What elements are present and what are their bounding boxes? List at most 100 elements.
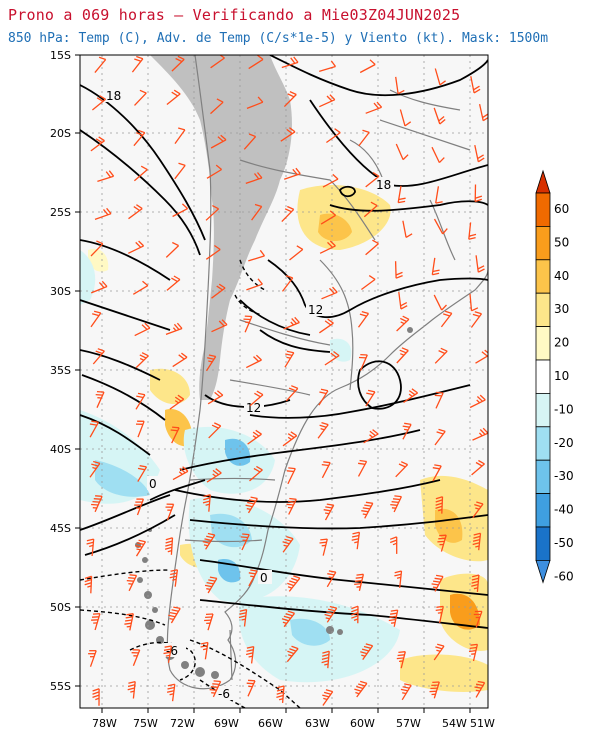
- wind-barb: [468, 643, 479, 662]
- lon-label-63w: 63W: [305, 717, 330, 730]
- contour-label-0-west: 0: [149, 477, 157, 491]
- contour-label-12-north: 12: [308, 303, 323, 317]
- wind-barb: [248, 569, 258, 587]
- wind-barb: [318, 388, 329, 406]
- map-subtitle: 850 hPa: Temp (C), Adv. de Temp (C/s*1e-…: [8, 31, 549, 46]
- wind-barb: [245, 172, 263, 185]
- wind-barb: [166, 89, 181, 106]
- wind-barb: [435, 186, 443, 204]
- wind-barb: [286, 467, 296, 485]
- wind-barb: [166, 275, 181, 291]
- wind-barb: [437, 534, 447, 552]
- wind-barb: [472, 427, 488, 441]
- wind-barb: [399, 109, 412, 127]
- wind-barb: [92, 348, 105, 365]
- wind-barb: [394, 261, 403, 279]
- wind-barb: [396, 347, 409, 364]
- wind-barb: [246, 278, 263, 291]
- wind-barb: [247, 429, 262, 445]
- lat-label-15s: 15S: [50, 49, 71, 62]
- wind-barb: [90, 310, 102, 328]
- wind-barb: [251, 203, 263, 221]
- wind-barb: [91, 495, 103, 513]
- wind-barb: [320, 210, 337, 225]
- wind-barb: [211, 283, 226, 299]
- wind-barb: [363, 429, 379, 444]
- lon-label-51w: 51W: [470, 717, 495, 730]
- wind-barb: [169, 569, 179, 587]
- wind-barb: [243, 133, 257, 150]
- colorbar-label: -40: [554, 503, 574, 517]
- wind-barb: [124, 613, 134, 631]
- wind-barb: [432, 464, 442, 482]
- wind-barb: [396, 651, 406, 669]
- wind-barb: [403, 388, 418, 403]
- wind-barb: [359, 59, 376, 74]
- wind-barb: [86, 538, 95, 557]
- wind-barb: [474, 184, 483, 203]
- wind-barb: [245, 645, 255, 664]
- wind-barb: [248, 55, 264, 70]
- wind-barb: [357, 310, 370, 328]
- wind-barb: [166, 683, 176, 702]
- wind-barb: [202, 532, 216, 550]
- wind-barb: [134, 89, 147, 106]
- wind-barb: [478, 103, 488, 122]
- wind-barb: [165, 503, 175, 521]
- wind-barb: [210, 98, 224, 115]
- wind-barb: [133, 129, 146, 147]
- wind-barb: [440, 310, 453, 328]
- wind-barb: [249, 390, 264, 407]
- wind-barb: [89, 420, 99, 438]
- wind-barb: [132, 280, 149, 295]
- wind-barb: [397, 185, 406, 204]
- lat-label-25s: 25S: [50, 206, 71, 219]
- wind-barb: [361, 501, 374, 519]
- contour-label-minus6-west: -6: [166, 644, 178, 658]
- wind-barb: [319, 240, 336, 254]
- wind-barb: [473, 610, 483, 628]
- colorbar-segment: [535, 326, 551, 361]
- contour-label-18-west: 18: [106, 89, 121, 103]
- lon-label-75w: 75W: [133, 717, 158, 730]
- wind-barb: [433, 107, 446, 125]
- wind-barb: [246, 354, 262, 369]
- colorbar-label: 60: [554, 202, 569, 216]
- lon-label-57w: 57W: [396, 717, 421, 730]
- wind-barb: [395, 76, 405, 95]
- wind-barb: [174, 162, 186, 180]
- colorbar-label: 20: [554, 336, 569, 350]
- wind-barb: [135, 352, 149, 369]
- wind-barb: [128, 240, 145, 254]
- lat-label-20s: 20S: [50, 127, 71, 140]
- wind-barb: [280, 127, 296, 142]
- wind-barb: [472, 532, 482, 551]
- wind-barb: [135, 392, 146, 410]
- latitude-axis: 15S 20S 25S 30S 35S 40S 45S 50S 55S: [50, 49, 80, 693]
- wind-barb: [321, 461, 331, 479]
- wind-barb: [135, 420, 145, 438]
- wind-barb: [206, 164, 223, 179]
- lat-label-45s: 45S: [50, 522, 71, 535]
- negative-temperature-contours: [80, 259, 301, 708]
- wind-barb: [365, 172, 380, 188]
- wind-barb: [134, 322, 151, 337]
- color-legend: 60 50 40 30 20 10 -10 -20 -30 -40 -50 -60: [535, 169, 574, 584]
- wind-barb: [204, 613, 214, 631]
- wind-barb: [321, 650, 330, 669]
- wind-barb: [470, 76, 481, 94]
- wind-barb: [433, 643, 445, 661]
- wind-barb: [319, 538, 328, 556]
- map-title: Prono a 069 horas — Verificando a Mie03Z…: [8, 6, 461, 24]
- colorbar-top-arrow: [535, 169, 551, 194]
- wind-barb: [210, 134, 227, 149]
- wind-barb: [323, 503, 335, 521]
- wind-barb: [90, 280, 108, 294]
- wind-barb: [204, 576, 218, 594]
- wind-barb: [206, 468, 222, 483]
- colorbar-label: 10: [554, 369, 569, 383]
- wind-barb: [468, 222, 477, 240]
- wind-barb: [435, 605, 444, 624]
- wind-barb: [471, 459, 485, 476]
- wind-barb: [126, 574, 138, 592]
